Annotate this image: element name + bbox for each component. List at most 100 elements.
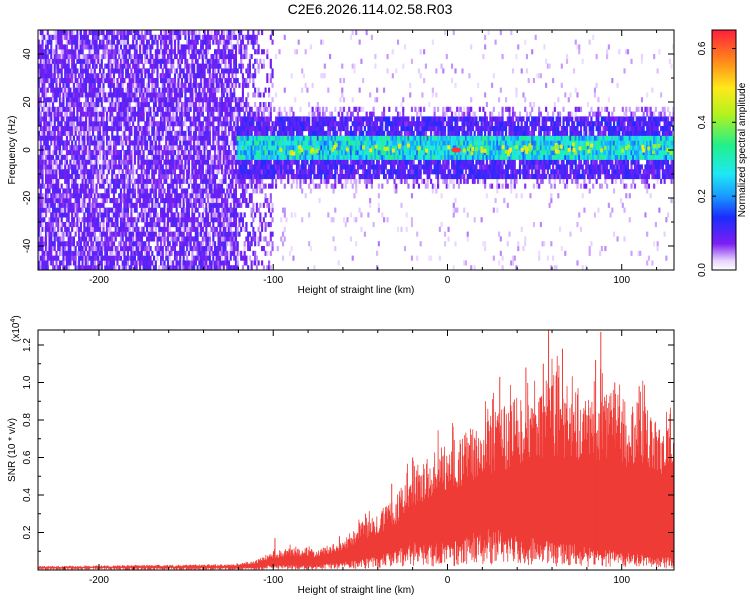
spectrogram-cell (146, 164, 149, 170)
spectrogram-cell (126, 217, 130, 223)
spectrogram-cell (93, 140, 96, 146)
spectrogram-cell (100, 178, 103, 184)
spectrogram-cell (227, 34, 231, 40)
spectrogram-cell (78, 198, 81, 204)
spectrogram-cell (51, 193, 55, 199)
spectrogram-cell (78, 188, 81, 194)
spectrogram-cell (74, 44, 77, 50)
spectrogram-cell (208, 164, 211, 170)
spectrogram-cell (208, 44, 211, 50)
spectrogram-cell (107, 73, 110, 79)
spectrogram-cell (170, 164, 173, 170)
spectrogram-cell (186, 241, 189, 247)
spectrogram-cell (229, 222, 232, 228)
spectrogram-cell (119, 68, 123, 74)
spectrogram-cell (153, 154, 156, 160)
spectrogram-cell (111, 169, 114, 175)
spectrogram-cell (170, 188, 173, 194)
spectrogram-cell (72, 58, 75, 64)
spectrogram-cell (170, 58, 173, 64)
spectrogram-cell (90, 207, 93, 213)
spectrogram-cell (102, 82, 105, 88)
spectrogram-cell (159, 130, 163, 136)
spectrogram-cell (46, 44, 49, 50)
spectrogram-cell (97, 241, 100, 247)
spectrogram-cell (86, 255, 89, 261)
spectrogram-cell (74, 169, 77, 175)
spectrogram-cell (191, 102, 194, 108)
spectrogram-cell (71, 63, 74, 69)
spectrogram-cell (217, 154, 220, 160)
spectrogram-cell (226, 87, 229, 93)
spectrogram-cell (121, 212, 124, 218)
spectrogram-cell (53, 140, 56, 146)
spectrogram-cell (238, 135, 241, 141)
spectrogram-cell (170, 92, 173, 98)
spectrogram-cell (79, 39, 82, 45)
spectrogram-cell (159, 193, 163, 199)
spectrogram-cell (203, 78, 206, 84)
spectrogram-cell (200, 82, 203, 88)
spectrogram-cell (240, 250, 243, 256)
spectrogram-cell (90, 231, 93, 237)
spectrogram-cell (104, 265, 107, 270)
spectrogram-cell (95, 78, 98, 84)
spectrogram-cell (126, 164, 130, 170)
spectrogram-cell (102, 154, 105, 160)
spectrogram-cell (107, 116, 110, 122)
spectrogram-cell (67, 39, 70, 45)
spectrogram-cell (210, 78, 213, 84)
spectrogram-cell (165, 193, 168, 199)
spectrogram-cell (189, 217, 192, 223)
spectrogram-cell (222, 241, 225, 247)
spectrogram-cell (207, 222, 210, 228)
spectrogram-cell (107, 188, 110, 194)
spectrogram-cell (67, 260, 70, 266)
spectrogram-cell (184, 63, 187, 69)
spectrogram-cell (172, 140, 175, 146)
spectrogram-cell (198, 265, 201, 270)
spectrogram-cell (182, 106, 185, 112)
spectrogram-cell (121, 106, 124, 112)
spectrogram-cell (114, 140, 117, 146)
spectrogram-cell (142, 49, 145, 55)
spectrogram-cell (215, 63, 218, 69)
spectrogram-cell (201, 130, 204, 136)
spectrogram-cell (196, 169, 199, 175)
spectrogram-cell (189, 130, 192, 136)
spectrogram-cell (193, 82, 196, 88)
spectrogram-cell (74, 92, 77, 98)
spectrogram-cell (217, 217, 220, 223)
spectrogram-cell (166, 150, 170, 156)
spectrogram-cell (222, 150, 225, 156)
spectrogram-cell (154, 202, 157, 208)
spectrogram-cell (224, 58, 227, 64)
spectrogram-cell (98, 68, 102, 74)
spectrogram-cell (173, 78, 177, 84)
spectrogram-cell (146, 82, 149, 88)
spectrogram-cell (72, 49, 75, 55)
spectrogram-cell (72, 202, 75, 208)
spectrogram-cell (245, 174, 248, 180)
spectrogram-cell (173, 116, 177, 122)
spectrogram-cell (229, 78, 232, 84)
spectrogram-cell (154, 39, 157, 45)
spectrogram-cell (142, 212, 145, 218)
spectrogram-cell (38, 39, 41, 45)
spectrogram-cell (187, 207, 190, 213)
spectrogram-cell (170, 178, 173, 184)
spectrogram-cell (146, 159, 149, 165)
spectrogram-cell (137, 73, 140, 79)
spectrogram-cell (193, 236, 196, 242)
spectrogram-cell (194, 236, 197, 242)
spectrogram-cell (39, 145, 42, 151)
spectrogram-cell (153, 34, 156, 40)
spectrogram-cell (78, 174, 81, 180)
spectrogram-cell (72, 116, 75, 122)
spectrogram-cell (170, 87, 173, 93)
spectrogram-cell (208, 188, 211, 194)
spectrogram-cell (201, 39, 204, 45)
spectrogram-cell (208, 126, 211, 132)
spectrogram-cell (83, 202, 86, 208)
spectrogram-cell (207, 39, 210, 45)
